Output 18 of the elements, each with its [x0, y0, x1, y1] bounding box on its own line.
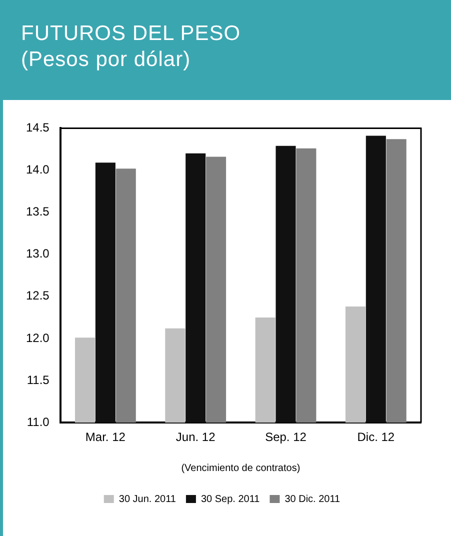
y-tick-label: 11.0 [26, 414, 50, 429]
chart-subtitle: (Pesos por dólar) [21, 48, 192, 72]
x-tick-label: Mar. 12 [85, 430, 126, 444]
y-tick-label: 13.5 [26, 204, 50, 219]
y-tick-label: 14.0 [26, 162, 50, 177]
legend-label: 30 Jun. 2011 [118, 494, 176, 505]
chart-title: FUTUROS DEL PESO [21, 22, 242, 46]
y-tick-label: 14.5 [26, 120, 50, 135]
x-tick-label: Jun. 12 [176, 430, 216, 444]
legend-label: 30 Dic. 2011 [284, 494, 341, 505]
y-tick-label: 11.5 [26, 372, 50, 387]
x-tick-label: Sep. 12 [265, 430, 307, 444]
y-tick-label: 13.0 [26, 246, 50, 261]
x-axis-title: (Vencimiento de contratos) [181, 462, 300, 474]
y-tick-label: 12.0 [26, 330, 50, 345]
legend-label: 30 Sep. 2011 [200, 494, 260, 505]
y-tick-label: 12.5 [26, 288, 50, 303]
x-tick-label: Dic. 12 [357, 430, 395, 444]
